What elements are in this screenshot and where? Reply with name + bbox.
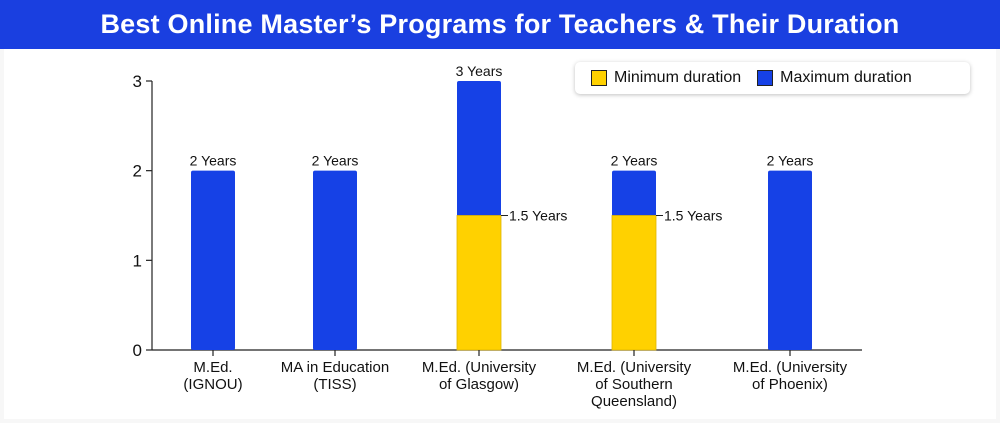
x-tick-label: (TISS) [313,376,356,393]
x-tick-label: of Phoenix) [752,376,828,393]
bar-maximum [191,170,235,350]
bar-maximum [768,170,812,350]
data-label-maximum: 3 Years [456,63,503,79]
data-label-maximum: 2 Years [312,153,359,169]
x-tick-label: M.Ed. [193,359,232,376]
legend-label-minimum: Minimum duration [614,69,742,86]
x-tick-label: of Southern [595,376,673,393]
data-label-minimum: 1.5 Years [664,208,722,224]
x-tick-label: of Glasgow) [439,376,519,393]
data-label-maximum: 2 Years [767,153,814,169]
y-tick-label: 2 [133,162,142,181]
bar-minimum [611,215,657,351]
data-label-minimum: 1.5 Years [509,208,567,224]
x-tick-label: M.Ed. (University [733,359,848,376]
y-tick-label: 3 [133,72,142,91]
chart-legend: Minimum duration Maximum duration [575,62,970,94]
x-tick-label: M.Ed. (University [422,359,537,376]
x-tick-label: M.Ed. (University [577,359,692,376]
data-label-maximum: 2 Years [190,153,237,169]
x-tick-label: Queensland) [591,393,677,410]
legend-label-maximum: Maximum duration [780,69,912,86]
bar-minimum [456,215,502,351]
y-tick-label: 0 [133,341,142,360]
x-tick-label: (IGNOU) [183,376,242,393]
title-bar: Best Online Master’s Programs for Teache… [0,0,1000,49]
legend-swatch-maximum [757,70,774,86]
legend-item-minimum: Minimum duration [591,69,741,87]
y-tick-label: 1 [133,251,142,270]
x-tick-label: MA in Education [281,359,389,376]
legend-swatch-minimum [591,70,607,86]
bar-maximum [313,170,357,350]
data-label-maximum: 2 Years [611,153,658,169]
page-title: Best Online Master’s Programs for Teache… [100,9,900,39]
legend-item-maximum: Maximum duration [757,69,912,87]
